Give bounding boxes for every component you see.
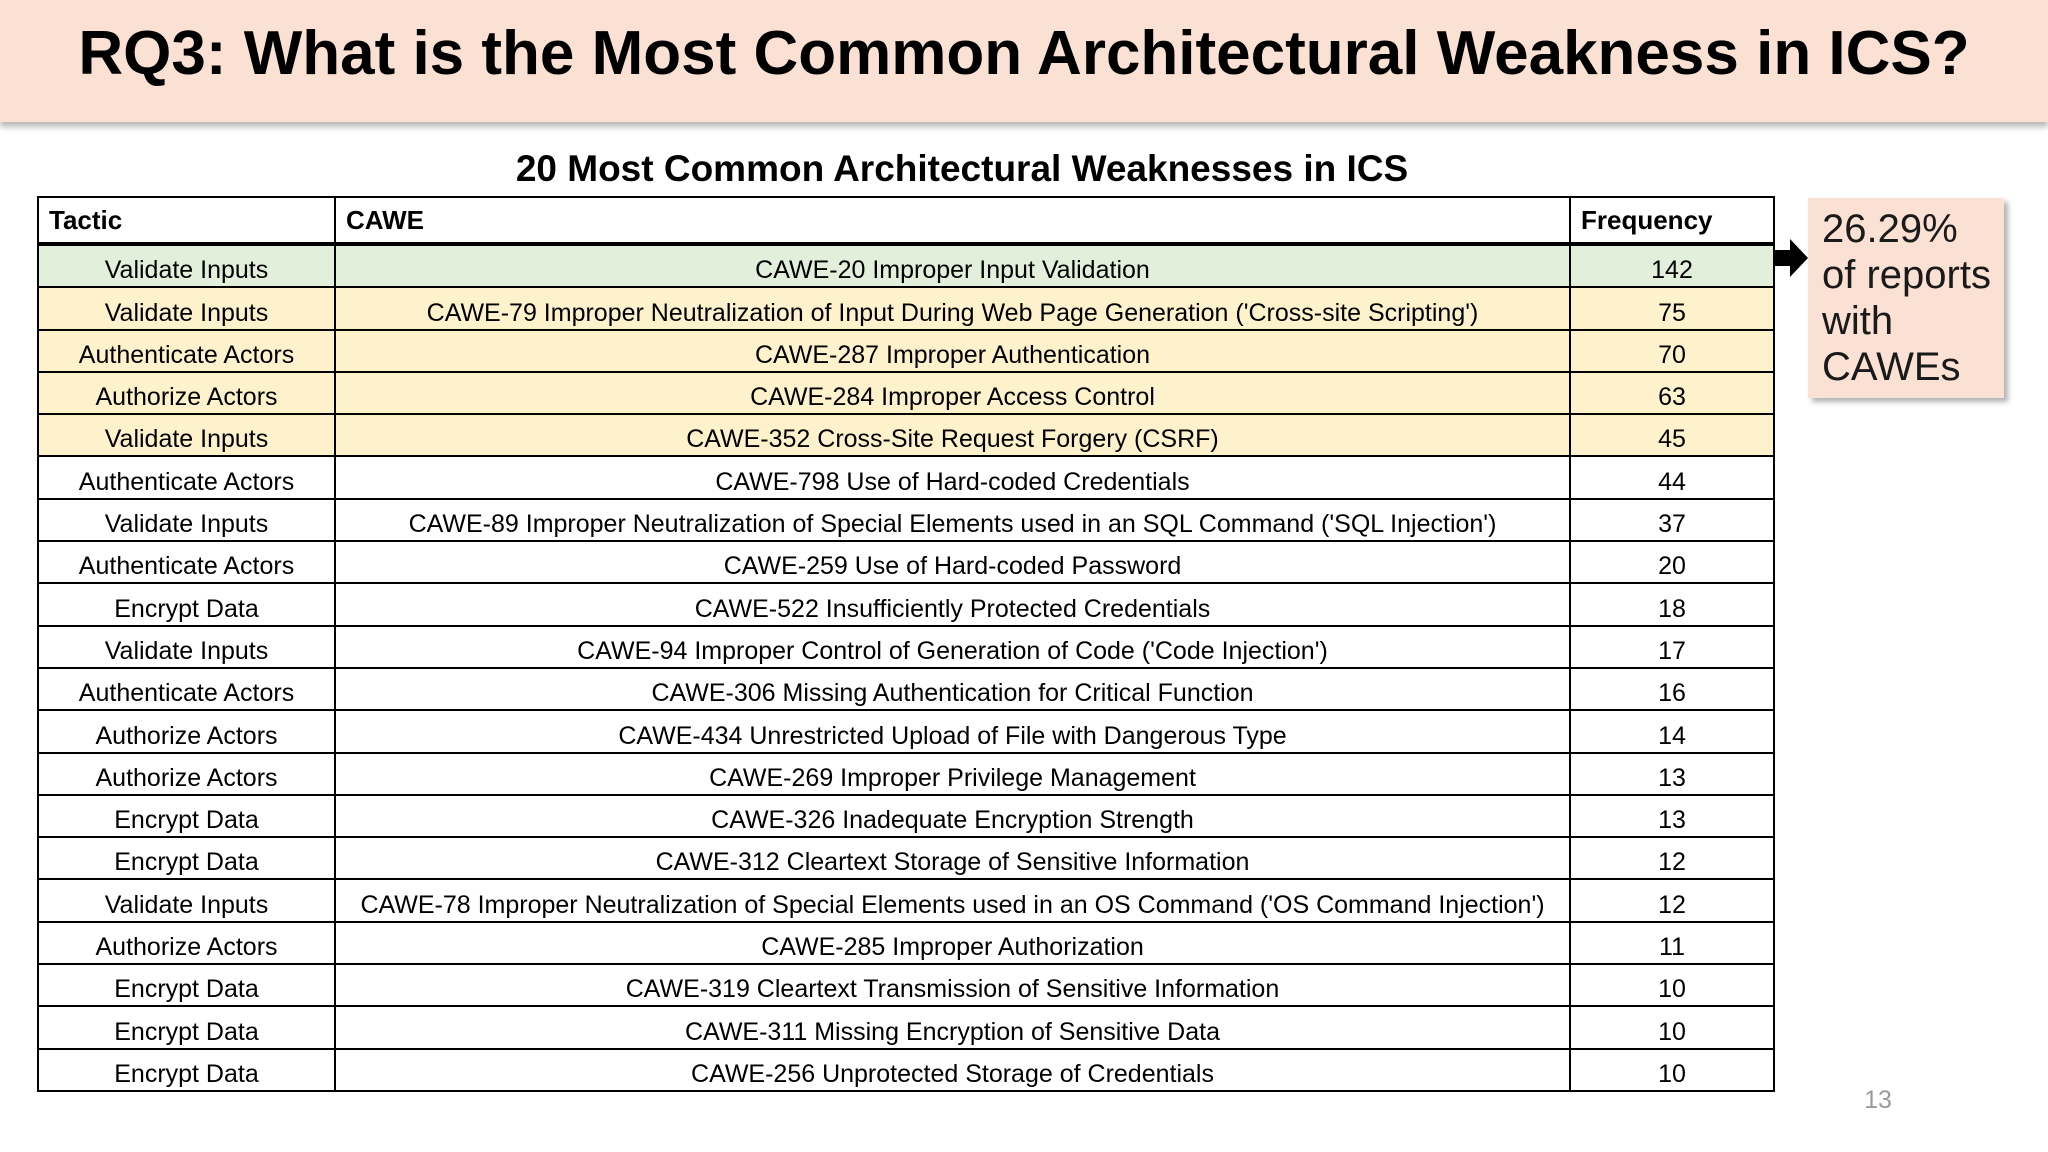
cell-tactic: Validate Inputs: [37, 878, 336, 923]
cell-cawe: CAWE-78 Improper Neutralization of Speci…: [334, 878, 1571, 923]
arrow-right-icon: [1774, 239, 1808, 277]
cell-frequency: 10: [1569, 1047, 1775, 1092]
table-body: Validate Inputs CAWE-20 Improper Input Va…: [37, 242, 1775, 1092]
table-row: Validate Inputs CAWE-89 Improper Neutrali…: [37, 497, 1775, 543]
cell-tactic: Authenticate Actors: [37, 540, 336, 585]
cell-tactic: Encrypt Data: [37, 582, 336, 627]
cell-frequency: 75: [1569, 286, 1775, 331]
cell-cawe: CAWE-94 Improper Control of Generation o…: [334, 624, 1571, 669]
table-row: Validate Inputs CAWE-352 Cross-Site Reque…: [37, 413, 1775, 458]
cell-tactic: Encrypt Data: [37, 963, 336, 1008]
table-row: Authenticate Actors CAWE-798 Use of Hard-…: [37, 455, 1775, 500]
table-row: Encrypt Data CAWE-312 Cleartext Storage o…: [37, 836, 1775, 881]
cell-frequency: 20: [1569, 540, 1775, 585]
table-row: Authenticate Actors CAWE-306 Missing Auth…: [37, 666, 1775, 712]
cell-cawe: CAWE-798 Use of Hard-coded Credentials: [334, 455, 1571, 500]
cell-frequency: 11: [1569, 920, 1775, 966]
cell-cawe: CAWE-312 Cleartext Storage of Sensitive …: [334, 836, 1571, 881]
cell-tactic: Validate Inputs: [37, 497, 336, 543]
cell-cawe: CAWE-269 Improper Privilege Management: [334, 751, 1571, 796]
table-row: Validate Inputs CAWE-94 Improper Control …: [37, 624, 1775, 669]
cell-frequency: 12: [1569, 878, 1775, 923]
cell-frequency: 142: [1569, 242, 1775, 289]
cell-cawe: CAWE-306 Missing Authentication for Crit…: [334, 666, 1571, 712]
cell-frequency: 45: [1569, 413, 1775, 458]
cell-tactic: Authorize Actors: [37, 751, 336, 796]
cell-cawe: CAWE-311 Missing Encryption of Sensitive…: [334, 1005, 1571, 1050]
cell-frequency: 17: [1569, 624, 1775, 669]
cell-cawe: CAWE-352 Cross-Site Request Forgery (CSR…: [334, 413, 1571, 458]
cell-cawe: CAWE-284 Improper Access Control: [334, 370, 1571, 416]
cell-frequency: 13: [1569, 751, 1775, 796]
table-row: Encrypt Data CAWE-522 Insufficiently Prot…: [37, 582, 1775, 627]
cell-tactic: Authenticate Actors: [37, 328, 336, 373]
table-row: Authenticate Actors CAWE-287 Improper Aut…: [37, 328, 1775, 373]
cell-tactic: Encrypt Data: [37, 1047, 336, 1092]
cell-frequency: 13: [1569, 793, 1775, 839]
cell-tactic: Validate Inputs: [37, 624, 336, 669]
cell-cawe: CAWE-522 Insufficiently Protected Creden…: [334, 582, 1571, 627]
cell-frequency: 70: [1569, 328, 1775, 373]
callout-line: 26.29%: [1822, 207, 1958, 251]
cell-frequency: 18: [1569, 582, 1775, 627]
cell-frequency: 14: [1569, 709, 1775, 754]
cell-tactic: Authorize Actors: [37, 709, 336, 754]
cell-cawe: CAWE-434 Unrestricted Upload of File wit…: [334, 709, 1571, 754]
cell-frequency: 44: [1569, 455, 1775, 500]
cell-tactic: Authorize Actors: [37, 370, 336, 416]
slide-title: RQ3: What is the Most Common Architectur…: [78, 19, 1970, 88]
table-row: Encrypt Data CAWE-319 Cleartext Transmiss…: [37, 963, 1775, 1008]
cell-cawe: CAWE-287 Improper Authentication: [334, 328, 1571, 373]
cell-cawe: CAWE-285 Improper Authorization: [334, 920, 1571, 966]
cell-frequency: 63: [1569, 370, 1775, 416]
cell-cawe: CAWE-79 Improper Neutralization of Input…: [334, 286, 1571, 331]
cell-tactic: Encrypt Data: [37, 836, 336, 881]
cell-tactic: Validate Inputs: [37, 286, 336, 331]
column-header-cawe: CAWE: [334, 196, 1571, 246]
cell-tactic: Authorize Actors: [37, 920, 336, 966]
title-banner: [0, 0, 2048, 122]
table-row: Authenticate Actors CAWE-259 Use of Hard-…: [37, 540, 1775, 585]
callout-box: 26.29% of reports with CAWEs: [1808, 198, 2004, 398]
cawe-table: Tactic CAWE Frequency Validate Inputs CAW…: [37, 196, 1775, 1092]
table-row: Authorize Actors CAWE-285 Improper Author…: [37, 920, 1775, 966]
column-header-tactic: Tactic: [37, 196, 336, 246]
table-row: Encrypt Data CAWE-311 Missing Encryption …: [37, 1005, 1775, 1050]
cell-tactic: Encrypt Data: [37, 1005, 336, 1050]
cell-tactic: Encrypt Data: [37, 793, 336, 839]
table-header-row: Tactic CAWE Frequency: [37, 196, 1775, 246]
cell-cawe: CAWE-89 Improper Neutralization of Speci…: [334, 497, 1571, 543]
callout-line: CAWEs: [1822, 345, 1961, 389]
table-row: Validate Inputs CAWE-20 Improper Input Va…: [37, 242, 1775, 289]
cell-frequency: 16: [1569, 666, 1775, 712]
table-caption: 20 Most Common Architectural Weaknesses …: [515, 148, 1409, 189]
page-number: 13: [1864, 1086, 1892, 1114]
cell-cawe: CAWE-326 Inadequate Encryption Strength: [334, 793, 1571, 839]
cell-cawe: CAWE-259 Use of Hard-coded Password: [334, 540, 1571, 585]
callout-line: with: [1822, 299, 1894, 343]
table-row: Encrypt Data CAWE-326 Inadequate Encrypti…: [37, 793, 1775, 839]
cell-cawe: CAWE-256 Unprotected Storage of Credenti…: [334, 1047, 1571, 1092]
table-row: Authorize Actors CAWE-284 Improper Access…: [37, 370, 1775, 416]
table-row: Authorize Actors CAWE-269 Improper Privil…: [37, 751, 1775, 796]
cell-frequency: 10: [1569, 1005, 1775, 1050]
column-header-frequency: Frequency: [1569, 196, 1775, 246]
cell-frequency: 12: [1569, 836, 1775, 881]
table-row: Validate Inputs CAWE-79 Improper Neutrali…: [37, 286, 1775, 331]
cell-tactic: Validate Inputs: [37, 242, 336, 289]
cell-frequency: 37: [1569, 497, 1775, 543]
table-row: Validate Inputs CAWE-78 Improper Neutrali…: [37, 878, 1775, 923]
table-row: Authorize Actors CAWE-434 Unrestricted Up…: [37, 709, 1775, 754]
cell-cawe: CAWE-319 Cleartext Transmission of Sensi…: [334, 963, 1571, 1008]
callout-line: of reports: [1822, 253, 1991, 297]
cell-tactic: Authenticate Actors: [37, 666, 336, 712]
cell-tactic: Authenticate Actors: [37, 455, 336, 500]
cell-tactic: Validate Inputs: [37, 413, 336, 458]
cell-frequency: 10: [1569, 963, 1775, 1008]
table-row: Encrypt Data CAWE-256 Unprotected Storage…: [37, 1047, 1775, 1092]
cell-cawe: CAWE-20 Improper Input Validation: [334, 242, 1571, 289]
